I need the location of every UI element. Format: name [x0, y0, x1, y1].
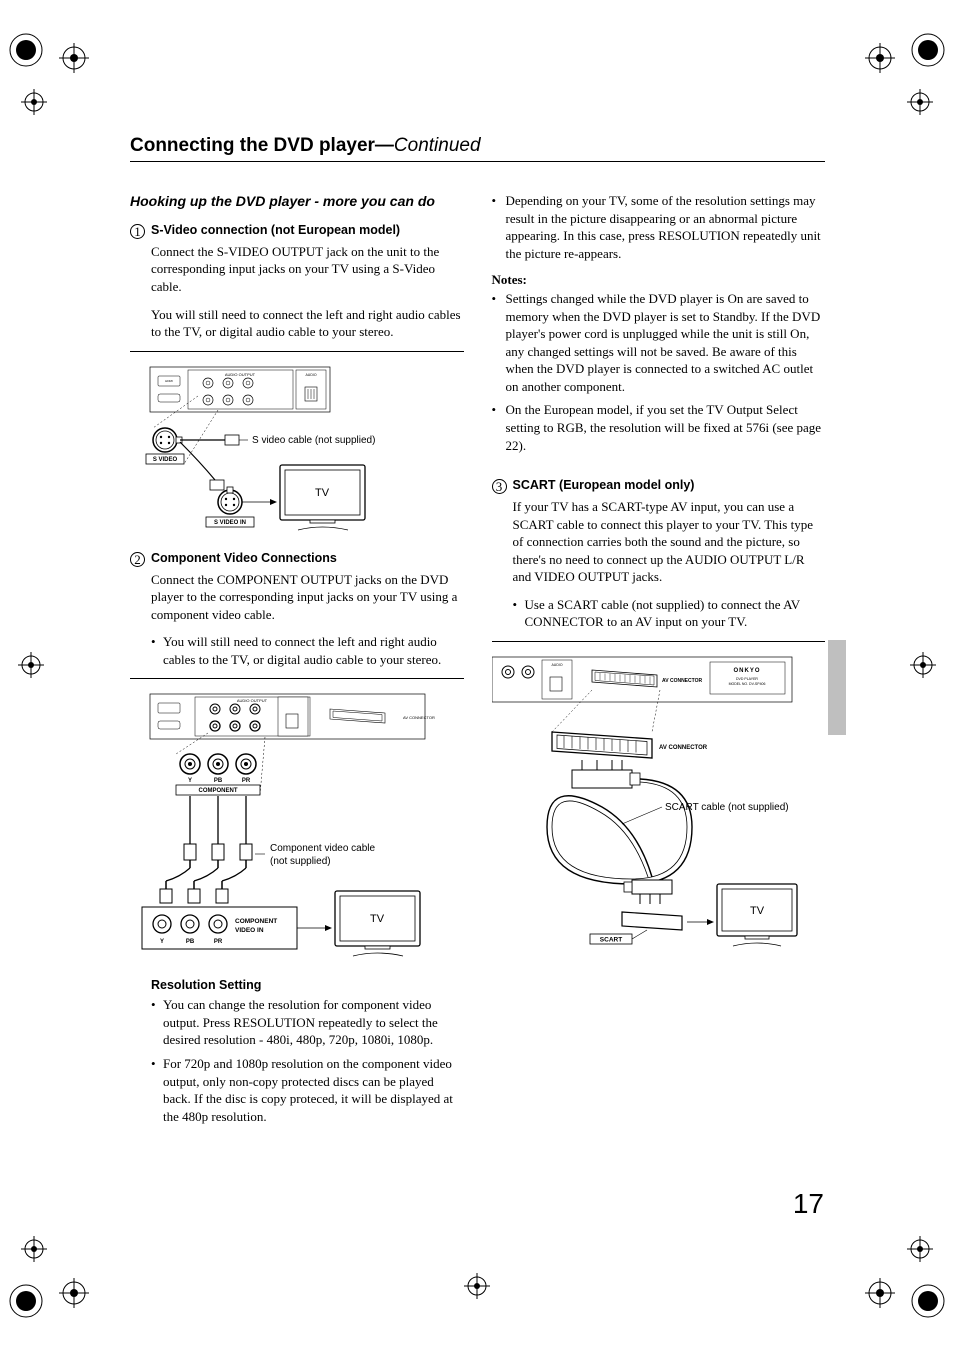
svg-text:(not supplied): (not supplied): [270, 856, 331, 867]
page-title: Connecting the DVD player—Continued: [130, 135, 825, 162]
notes-label: Notes:: [492, 272, 826, 288]
crop-mark-tr: [838, 30, 948, 120]
notes-list: Settings changed while the DVD player is…: [492, 290, 826, 454]
svg-text:COMPONENT: COMPONENT: [199, 788, 238, 794]
svg-text:AV CONNECTOR: AV CONNECTOR: [662, 678, 702, 684]
left-column: Hooking up the DVD player - more you can…: [130, 192, 464, 1135]
svg-text:PR: PR: [214, 939, 223, 945]
col2-b1: Depending on your TV, some of the resolu…: [492, 192, 826, 262]
section-3-title: 3 SCART (European model only): [492, 478, 826, 494]
circled-1-icon: 1: [130, 224, 145, 239]
diagram-component: AUDIO OUTPUT AV CONNE: [130, 689, 464, 964]
svg-text:PB: PB: [214, 778, 223, 784]
title-sep: —: [375, 135, 394, 156]
crop-mark-tl: [6, 30, 116, 120]
scart-cable-label: SCART cable (not supplied): [665, 802, 789, 813]
svg-text:AV CONNECTOR: AV CONNECTOR: [403, 715, 435, 720]
svg-text:VIDEO IN: VIDEO IN: [235, 927, 264, 934]
resolution-title: Resolution Setting: [151, 978, 464, 992]
circled-3-icon: 3: [492, 479, 507, 494]
crop-mark-ml: [16, 650, 46, 680]
section-1-p2: You will still need to connect the left …: [151, 306, 464, 341]
svideo-label: S VIDEO: [153, 457, 178, 463]
svg-text:AUDIO: AUDIO: [551, 663, 562, 667]
section-2-p1: Connect the COMPONENT OUTPUT jacks on th…: [151, 571, 464, 624]
subheading: Hooking up the DVD player - more you can…: [130, 192, 464, 211]
right-column: Depending on your TV, some of the resolu…: [492, 192, 826, 1135]
divider-1: [130, 351, 464, 352]
svg-text:HDMI: HDMI: [165, 379, 173, 383]
col2-top-list: Depending on your TV, some of the resolu…: [492, 192, 826, 262]
circled-2-icon: 2: [130, 552, 145, 567]
svg-text:DVD PLAYER: DVD PLAYER: [736, 677, 758, 681]
section-2-list: You will still need to connect the left …: [151, 633, 464, 668]
tv-label-3: TV: [749, 905, 764, 917]
section-3-p1: If your TV has a SCART-type AV input, yo…: [513, 498, 826, 586]
diagram-scart: AUDIO AV CONNECTOR: [492, 652, 826, 972]
svg-text:PR: PR: [242, 778, 251, 784]
svg-text:COMPONENT: COMPONENT: [235, 918, 277, 925]
section-2-title-text: Component Video Connections: [151, 551, 337, 565]
title-continued: Continued: [394, 135, 481, 156]
section-1-title: 1 S-Video connection (not European model…: [130, 223, 464, 239]
svg-text:AUDIO OUTPUT: AUDIO OUTPUT: [237, 698, 268, 703]
diagram-svideo: AUDIO OUTPUT AUDIO HDMI: [130, 362, 464, 537]
title-main: Connecting the DVD player: [130, 135, 375, 156]
crop-mark-mr: [908, 650, 938, 680]
tv-label-2: TV: [370, 913, 385, 925]
section-1-p1: Connect the S-VIDEO OUTPUT jack on the u…: [151, 243, 464, 296]
note-1: Settings changed while the DVD player is…: [492, 290, 826, 395]
crop-mark-br: [838, 1231, 948, 1321]
svg-text:AV CONNECTOR: AV CONNECTOR: [659, 745, 708, 751]
resolution-b1: You can change the resolution for compon…: [151, 996, 464, 1049]
page-number: 17: [793, 1188, 824, 1220]
divider-2: [130, 678, 464, 679]
note-2: On the European model, if you set the TV…: [492, 401, 826, 454]
section-2-b1: You will still need to connect the left …: [151, 633, 464, 668]
section-3-b1: Use a SCART cable (not supplied) to conn…: [513, 596, 826, 631]
page-content: Connecting the DVD player—Continued Hook…: [130, 135, 825, 1135]
svg-text:AUDIO: AUDIO: [305, 373, 316, 377]
section-2-title: 2 Component Video Connections: [130, 551, 464, 567]
divider-3: [492, 641, 826, 642]
svg-text:PB: PB: [186, 939, 195, 945]
svg-text:Y: Y: [188, 778, 192, 784]
svg-text:Y: Y: [160, 939, 164, 945]
svg-text:ONKYO: ONKYO: [733, 668, 760, 674]
crop-mark-bl: [6, 1231, 116, 1321]
tv-label-1: TV: [315, 487, 330, 499]
svideo-in-label: S VIDEO IN: [214, 520, 246, 526]
svg-text:Component video cable: Component video cable: [270, 843, 376, 854]
section-1-title-text: S-Video connection (not European model): [151, 223, 400, 237]
section-3-list: Use a SCART cable (not supplied) to conn…: [513, 596, 826, 631]
crop-mark-bc: [462, 1271, 492, 1301]
resolution-list: You can change the resolution for compon…: [151, 996, 464, 1125]
svideo-cable-label: S video cable (not supplied): [252, 435, 375, 446]
section-3-title-text: SCART (European model only): [513, 478, 695, 492]
scart-label: SCART: [599, 936, 621, 943]
resolution-b2: For 720p and 1080p resolution on the com…: [151, 1055, 464, 1125]
svg-text:AUDIO OUTPUT: AUDIO OUTPUT: [225, 372, 256, 377]
side-tab: [828, 640, 846, 735]
svg-text:MODEL NO. DV-SP406: MODEL NO. DV-SP406: [728, 682, 765, 686]
